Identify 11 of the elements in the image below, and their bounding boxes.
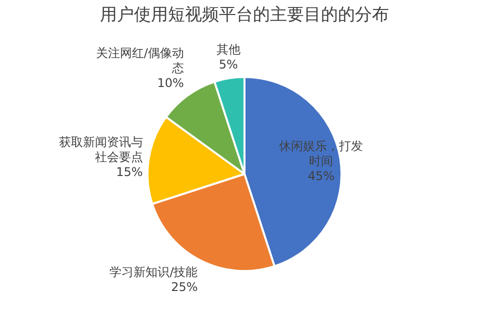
chart-title: 用户使用短视频平台的主要目的的分布 (99, 4, 390, 27)
data-label: 25% (171, 280, 198, 294)
slice-label: 关注网红/偶像动态 (96, 46, 184, 75)
slice-label: 其他 (216, 42, 240, 56)
data-label: 10% (157, 76, 184, 90)
data-label: 45% (308, 168, 334, 183)
slice-label: 休闲娱乐，打发时间 (279, 138, 364, 168)
data-label: 15% (116, 165, 143, 180)
slice-label: 学习新知识/技能 (110, 264, 198, 279)
slice-label: 获取新闻资讯与社会要点 (58, 135, 143, 164)
data-label: 5% (218, 57, 238, 72)
